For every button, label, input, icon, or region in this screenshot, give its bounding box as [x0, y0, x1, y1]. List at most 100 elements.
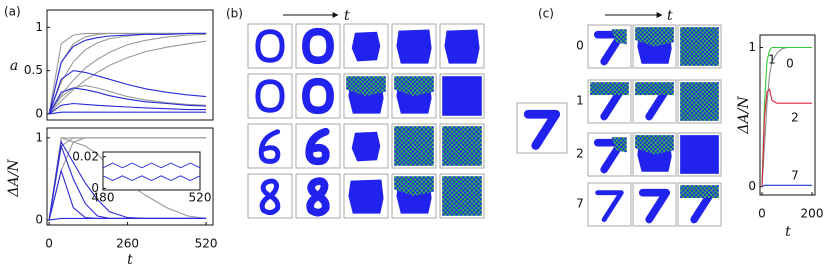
image-cell — [392, 174, 436, 218]
digit-stroke — [255, 29, 285, 63]
x-tick-label: 260 — [116, 237, 139, 251]
image-grid — [248, 24, 721, 226]
plot-frame — [759, 34, 816, 196]
image-cell — [440, 124, 484, 168]
image-cell — [633, 183, 676, 226]
x-tick-label: 0 — [45, 237, 53, 251]
blob — [442, 76, 482, 116]
image-cell — [440, 74, 484, 118]
image-cell — [678, 25, 721, 68]
plot-frame — [46, 9, 214, 121]
y-axis-label: ΔA/N — [6, 159, 22, 198]
blob — [396, 29, 432, 64]
image-cell — [588, 80, 631, 123]
image-cell — [633, 25, 676, 68]
y-tick-label: 0 — [35, 106, 43, 120]
row-label: 1 — [576, 94, 584, 108]
line-label: 2 — [791, 111, 799, 125]
series-line — [102, 162, 201, 169]
x-tick-label: 480 — [92, 191, 115, 205]
y-tick-label: 0.5 — [24, 63, 43, 77]
y-tick-label: 1 — [35, 20, 43, 34]
noise — [590, 82, 629, 96]
y-tick-label: 0 — [35, 213, 43, 227]
y-tick-label: 0.02 — [72, 149, 99, 163]
noise — [635, 27, 674, 47]
digit-stroke — [302, 77, 334, 115]
noise — [680, 185, 719, 199]
series-line — [48, 84, 207, 115]
image-cell — [248, 174, 292, 218]
image-cell — [588, 133, 631, 176]
image-cell — [588, 183, 631, 226]
series-line — [48, 40, 207, 115]
series-line — [48, 32, 207, 115]
x-tick-label: 520 — [189, 191, 212, 205]
panel-label: (c) — [538, 7, 554, 21]
image-cell — [248, 74, 292, 118]
digit-stroke — [302, 27, 334, 65]
series-line — [48, 102, 207, 115]
image-cell — [392, 74, 436, 118]
image-cell — [440, 24, 484, 68]
noise — [635, 82, 674, 96]
digit-stroke — [259, 178, 281, 216]
digit-stroke — [306, 177, 330, 217]
image-cell — [633, 133, 676, 176]
y-axis-label: ΔA/N — [736, 96, 752, 135]
digit-stroke — [258, 129, 281, 164]
image-cell — [344, 24, 388, 68]
noise — [346, 76, 386, 96]
image-cell — [678, 183, 721, 226]
image-cell — [248, 24, 292, 68]
series-line — [102, 175, 201, 182]
series-line — [48, 87, 207, 115]
noise — [680, 82, 719, 121]
image-cell — [392, 124, 436, 168]
image-cell — [678, 133, 721, 176]
digit-stroke — [305, 127, 330, 166]
x-tick-label: 520 — [195, 237, 218, 251]
arrow-label: t — [344, 8, 350, 24]
image-cell — [248, 124, 292, 168]
noise — [680, 27, 719, 66]
digit-stroke — [523, 109, 561, 150]
digit-stroke — [638, 188, 671, 224]
noise — [635, 135, 674, 155]
image-cell — [633, 80, 676, 123]
image-cell — [296, 124, 340, 168]
image-cell — [296, 24, 340, 68]
series-line — [761, 46, 812, 187]
x-tick-label: 0 — [758, 207, 766, 221]
blob — [444, 29, 480, 64]
image-cell — [296, 74, 340, 118]
image-cell — [678, 80, 721, 123]
image-cell — [392, 24, 436, 68]
blob — [351, 131, 381, 162]
line-label: 1 — [768, 53, 776, 67]
noise — [394, 126, 434, 166]
noise — [442, 126, 482, 166]
arrow-label: t — [667, 8, 673, 24]
image-cell — [344, 74, 388, 118]
image-cell — [517, 103, 567, 153]
y-tick-label: 1 — [35, 130, 43, 144]
line-label: 0 — [786, 57, 794, 71]
series-line — [48, 70, 207, 115]
series-line — [761, 88, 812, 187]
series-line — [48, 137, 207, 221]
image-cell — [344, 124, 388, 168]
noise — [611, 29, 627, 45]
noise — [394, 76, 434, 96]
noise — [394, 176, 434, 196]
y-tick-label: 0 — [748, 179, 756, 193]
blob — [348, 179, 384, 214]
series-line — [48, 33, 207, 115]
x-tick-label: 200 — [801, 207, 824, 221]
series-line — [49, 217, 207, 221]
digit-stroke — [595, 190, 624, 222]
y-tick-label: 1 — [748, 40, 756, 54]
plot-frame — [102, 151, 201, 191]
y-tick-label: 0 — [91, 181, 99, 195]
